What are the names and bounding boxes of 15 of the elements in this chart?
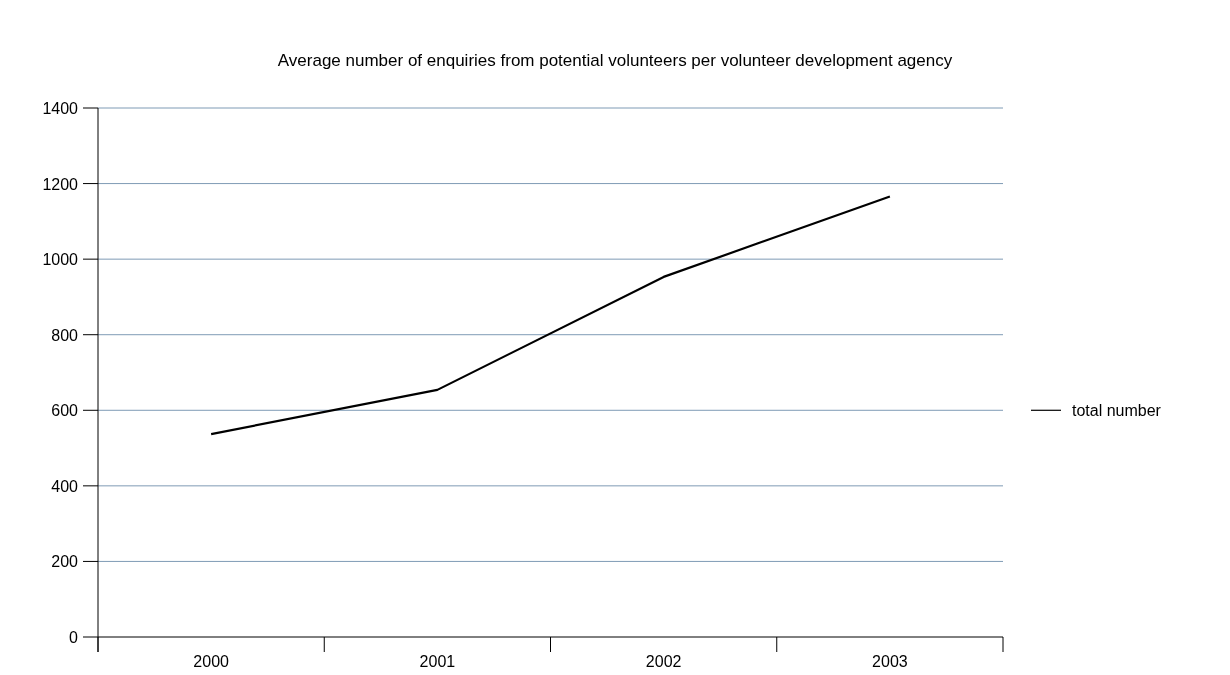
y-tick-label: 0 (69, 629, 79, 646)
line-series (210, 195, 891, 436)
y-tick-label: 200 (51, 553, 79, 571)
x-tick-label: 2003 (872, 653, 908, 670)
legend-label: total number (1072, 402, 1162, 420)
y-tick-label: 1400 (42, 100, 79, 117)
y-tick-label: 1000 (42, 251, 79, 269)
x-tick-label: 2002 (645, 653, 682, 670)
x-tick-label: 2000 (193, 653, 230, 670)
y-tick-label: 1200 (42, 175, 79, 193)
x-tick-label: 2001 (419, 653, 456, 670)
chart-title: Average number of enquiries from potential volunteers per volunteer development agency (277, 51, 953, 70)
y-tick-label: 600 (51, 402, 79, 420)
y-tick-label: 400 (51, 477, 79, 495)
y-tick-label: 800 (51, 326, 79, 344)
